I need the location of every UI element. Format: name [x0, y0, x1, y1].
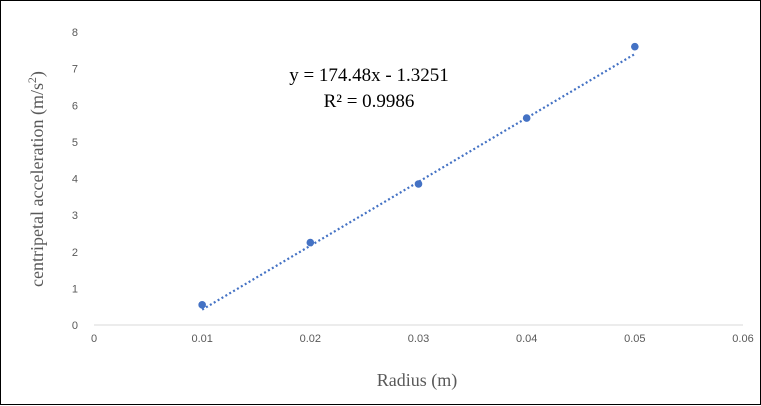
y-axis-title-end: )	[27, 71, 48, 77]
y-axis-title: centripetal acceleration (m/s2)	[25, 71, 48, 287]
y-tick-label: 0	[72, 320, 78, 332]
x-tick-label: 0.01	[191, 333, 212, 345]
x-tick-label: 0.03	[408, 333, 429, 345]
y-tick-label: 4	[72, 174, 78, 186]
x-tick-label: 0.06	[732, 333, 753, 345]
y-tick-label: 5	[72, 137, 78, 149]
y-axis-title-main: centripetal acceleration (m/s	[27, 83, 48, 287]
data-point	[198, 301, 206, 309]
data-point	[306, 238, 315, 247]
data-point	[414, 180, 423, 188]
y-tick-label: 2	[72, 247, 78, 259]
data-point	[522, 114, 531, 122]
x-tick-label: 0.04	[516, 333, 537, 345]
x-tick-label: 0.02	[300, 333, 321, 345]
trendline-equation: y = 174.48x - 1.3251	[289, 65, 449, 86]
x-axis-title: Radius (m)	[377, 370, 458, 391]
y-axis-title-superscript: 2	[25, 77, 39, 83]
x-tick-label: 0.05	[624, 333, 645, 345]
y-tick-label: 7	[72, 64, 78, 76]
trendline	[201, 53, 636, 311]
x-tick-label: 0	[91, 333, 97, 345]
trendline-r-squared: R² = 0.9986	[324, 91, 415, 112]
y-tick-label: 6	[72, 100, 78, 112]
data-point	[631, 42, 639, 51]
y-tick-label: 8	[72, 27, 78, 39]
y-tick-label: 1	[72, 283, 78, 295]
y-tick-label: 3	[72, 210, 78, 222]
